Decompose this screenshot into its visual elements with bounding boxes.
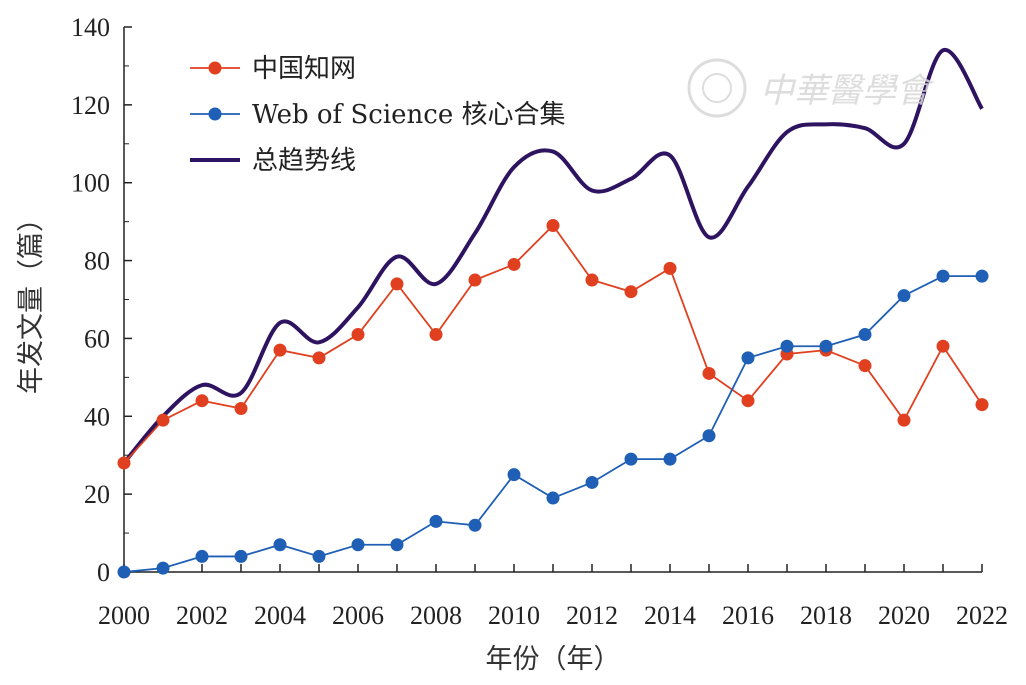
x-tick-label: 2000 [98, 601, 150, 630]
x-tick-label: 2022 [956, 601, 1008, 630]
data-point [195, 549, 209, 563]
x-tick-label: 2008 [410, 601, 462, 630]
data-point [351, 538, 365, 552]
data-point [507, 257, 521, 271]
y-tick-label: 80 [84, 247, 110, 276]
data-point [546, 219, 560, 233]
data-point [546, 491, 560, 505]
series-2 [122, 48, 984, 465]
data-point [975, 398, 989, 412]
watermark: 中華醫學會 [687, 58, 935, 118]
y-tick-label: 140 [71, 13, 110, 42]
data-point [819, 339, 833, 353]
legend-marker [208, 61, 222, 75]
x-tick-label: 2002 [176, 601, 228, 630]
watermark-seal-icon [687, 58, 747, 118]
data-point [975, 269, 989, 283]
y-tick-label: 20 [84, 480, 110, 509]
legend-item: Web of Science 核心合集 [190, 100, 565, 130]
data-point [741, 394, 755, 408]
data-point [429, 514, 443, 528]
data-point [468, 518, 482, 532]
data-point [156, 561, 170, 575]
trend-line [122, 48, 984, 465]
data-point [936, 269, 950, 283]
data-point [663, 261, 677, 275]
legend-item: 总趋势线 [190, 146, 356, 176]
data-point [585, 273, 599, 287]
data-point [780, 339, 794, 353]
watermark-seal-inner-icon [702, 73, 732, 103]
data-point [858, 359, 872, 373]
x-tick-label: 2016 [722, 601, 774, 630]
x-ticks: 2000 2002 2004 2006 2008 2010 2012 2014 2016 2018… [98, 564, 1008, 630]
y-tick-label: 60 [84, 324, 110, 353]
series-layer [117, 48, 989, 579]
data-point [585, 475, 599, 489]
legend-label: 总趋势线 [252, 146, 356, 176]
data-point [156, 413, 170, 427]
series-line [123, 224, 983, 464]
legend-marker [208, 107, 222, 121]
data-point [234, 549, 248, 563]
data-point [897, 289, 911, 303]
y-tick-label: 100 [71, 169, 110, 198]
data-point [702, 366, 716, 380]
series-1 [117, 269, 989, 579]
data-point [702, 429, 716, 443]
data-point [234, 402, 248, 415]
x-tick-label: 2004 [254, 601, 306, 630]
data-point [312, 351, 326, 365]
data-point [468, 273, 482, 287]
data-point [195, 394, 209, 408]
data-point [117, 565, 131, 579]
watermark-text: 中華醫學會 [760, 71, 935, 111]
data-point [390, 277, 404, 291]
data-point [858, 328, 872, 342]
data-point [936, 339, 950, 353]
x-tick-label: 2020 [878, 601, 930, 630]
data-point [351, 328, 365, 342]
y-tick-label: 120 [71, 91, 110, 120]
data-point [312, 549, 326, 563]
y-tick-label: 0 [97, 558, 110, 587]
x-tick-label: 2012 [566, 601, 618, 630]
legend-label: Web of Science 核心合集 [252, 100, 565, 130]
y-ticks: 0 20 40 60 80 100 120 140 [71, 13, 132, 587]
y-tick-label: 40 [84, 402, 110, 431]
series-line [123, 275, 982, 573]
data-point [507, 468, 521, 482]
data-point [273, 538, 287, 552]
series-0 [117, 219, 989, 470]
x-axis-title: 年份（年） [486, 644, 621, 675]
data-point [624, 452, 638, 466]
x-tick-label: 2006 [332, 601, 384, 630]
data-point [273, 343, 287, 357]
data-point [897, 413, 911, 427]
data-point [663, 452, 677, 466]
y-axis-title: 年发文量（篇） [16, 205, 47, 394]
x-tick-label: 2010 [488, 601, 540, 630]
legend-label: 中国知网 [252, 54, 356, 84]
data-point [624, 285, 638, 299]
data-point [117, 456, 131, 470]
legend-item: 中国知网 [190, 54, 356, 84]
data-point [429, 328, 443, 342]
data-point [741, 351, 755, 365]
x-tick-label: 2018 [800, 601, 852, 630]
x-tick-label: 2014 [644, 601, 696, 630]
data-point [390, 538, 404, 552]
